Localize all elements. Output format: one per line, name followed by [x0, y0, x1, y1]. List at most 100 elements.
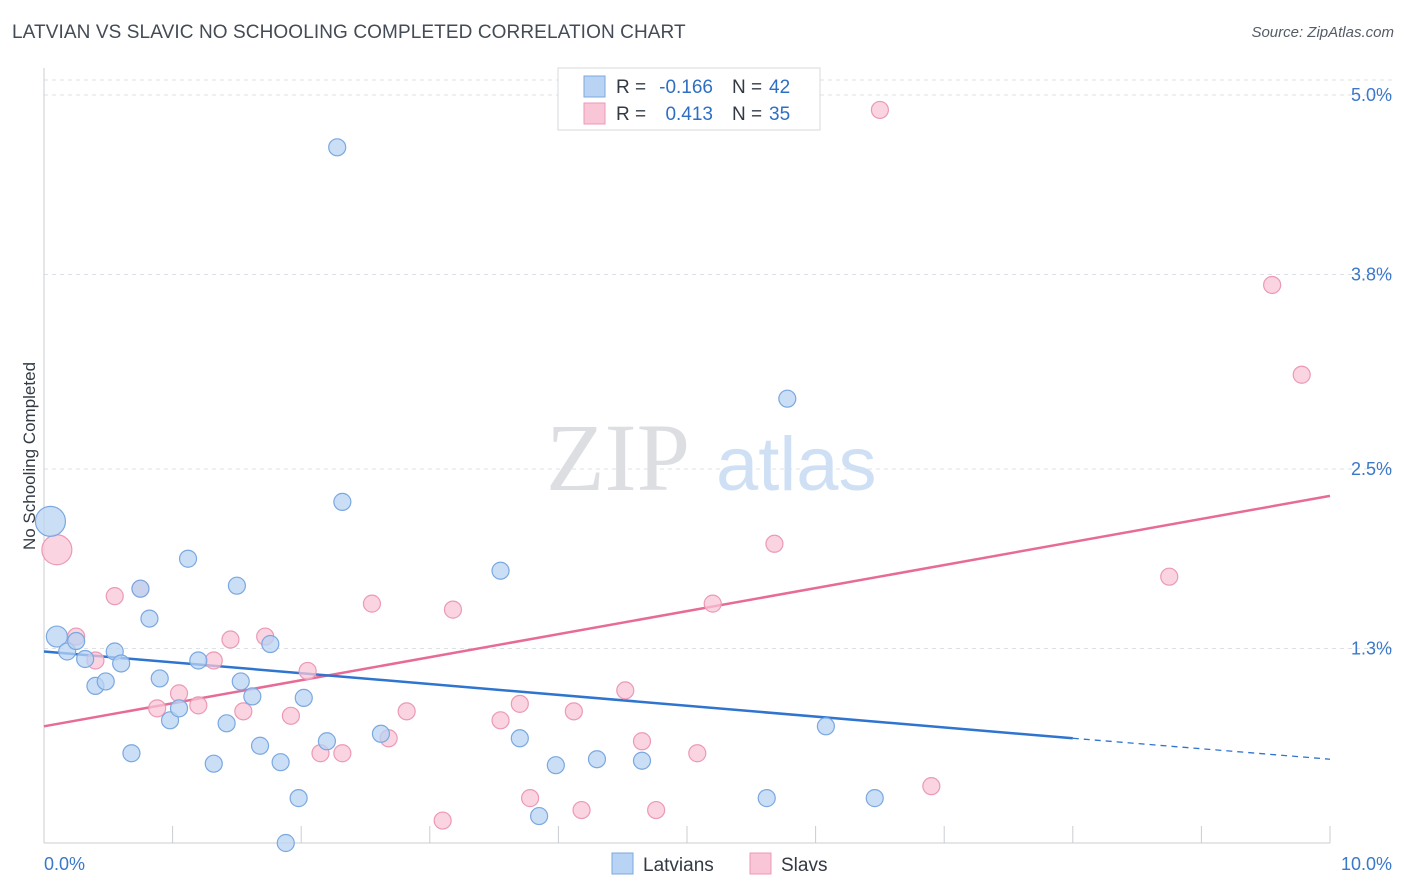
- point-slavs: [148, 699, 167, 718]
- bottom-legend-label-slavs: Slavs: [781, 855, 827, 876]
- legend-r-label: R =: [616, 104, 646, 125]
- point-slavs: [510, 694, 529, 713]
- legend-swatch-slavs: [583, 102, 606, 125]
- point-latvians: [757, 789, 776, 808]
- chart-title: LATVIAN VS SLAVIC NO SCHOOLING COMPLETED…: [12, 22, 686, 43]
- point-slavs: [189, 696, 208, 715]
- point-latvians: [371, 724, 391, 743]
- point-latvians: [333, 492, 352, 511]
- point-slavs: [204, 651, 223, 670]
- point-latvians: [227, 576, 246, 595]
- trend-line-slavs: [43, 494, 1331, 728]
- point-latvians: [250, 736, 270, 755]
- point-latvians: [816, 717, 835, 736]
- y-axis-title: No Schooling Completed: [20, 362, 39, 550]
- point-slavs: [647, 800, 666, 820]
- y-tick-label: 2.5%: [1351, 459, 1392, 479]
- point-latvians: [150, 669, 169, 688]
- point-latvians: [261, 634, 280, 654]
- point-latvians: [271, 753, 290, 772]
- point-slavs: [397, 702, 416, 721]
- point-slavs: [1292, 365, 1311, 384]
- point-slavs: [870, 100, 890, 120]
- point-slavs: [298, 661, 317, 681]
- source-label: Source: ZipAtlas.com: [1251, 24, 1394, 41]
- top-legend: R = -0.166 N = 42 R = 0.413 N = 35: [557, 67, 821, 131]
- trend-dashed-latvians: [1072, 737, 1331, 760]
- y-tick-label: 5.0%: [1351, 85, 1392, 105]
- watermark-zip: ZIP: [546, 404, 690, 511]
- point-latvians: [530, 806, 549, 826]
- y-tick-label: 3.8%: [1351, 264, 1392, 284]
- point-latvians: [778, 389, 797, 408]
- point-latvians: [510, 729, 529, 748]
- point-slavs: [1263, 275, 1282, 295]
- point-latvians: [231, 672, 250, 691]
- point-latvians: [632, 751, 652, 770]
- legend-swatch-latvians: [583, 75, 606, 98]
- point-latvians: [76, 649, 95, 669]
- bottom-legend: Latvians Slavs: [611, 852, 827, 876]
- point-slavs: [632, 732, 652, 751]
- point-latvians: [67, 631, 86, 651]
- point-slavs: [281, 706, 301, 725]
- point-slavs: [234, 702, 253, 721]
- point-latvians: [491, 561, 510, 580]
- y-tick-label: 1.3%: [1351, 639, 1392, 659]
- gridlines: [44, 79, 1392, 650]
- axes: [43, 68, 1331, 844]
- legend-r-value: 0.413: [665, 104, 713, 125]
- point-latvians: [243, 687, 262, 706]
- bottom-legend-swatch-slavs: [749, 852, 772, 875]
- point-slavs: [922, 777, 941, 796]
- point-slavs: [616, 681, 635, 700]
- point-latvians: [546, 756, 565, 775]
- legend-n-value: 42: [769, 77, 790, 98]
- legend-r-value: -0.166: [659, 77, 713, 98]
- point-slavs: [443, 600, 463, 619]
- point-latvians: [34, 505, 67, 537]
- bottom-legend-label-latvians: Latvians: [643, 855, 714, 876]
- legend-n-value: 35: [769, 104, 790, 125]
- point-slavs: [362, 594, 382, 613]
- point-slavs: [41, 534, 73, 566]
- x-tick-label-max: 10.0%: [1341, 854, 1392, 874]
- point-slavs: [688, 744, 707, 763]
- point-slavs: [1160, 567, 1179, 586]
- x-tick-label-min: 0.0%: [44, 854, 85, 874]
- point-latvians: [276, 833, 295, 853]
- point-latvians: [865, 789, 884, 808]
- point-slavs: [491, 711, 510, 730]
- point-latvians: [140, 609, 159, 628]
- point-slavs: [765, 534, 784, 553]
- point-slavs: [521, 789, 540, 808]
- point-slavs: [105, 587, 124, 606]
- point-latvians: [204, 754, 223, 773]
- point-latvians: [96, 672, 115, 691]
- y-tick-labels: 1.3% 2.5% 3.8% 5.0%: [1351, 85, 1392, 659]
- points-latvians: [34, 138, 884, 853]
- point-slavs: [433, 811, 452, 830]
- point-latvians: [217, 714, 236, 733]
- point-latvians: [587, 750, 607, 769]
- point-latvians: [317, 732, 337, 751]
- point-slavs: [564, 702, 583, 721]
- point-latvians: [131, 579, 150, 598]
- point-slavs: [572, 800, 591, 820]
- point-latvians: [169, 699, 189, 718]
- point-slavs: [703, 594, 722, 613]
- point-latvians: [112, 654, 131, 673]
- point-slavs: [221, 630, 240, 649]
- point-latvians: [189, 651, 208, 670]
- points-slavs: [41, 100, 1311, 830]
- point-latvians: [294, 688, 313, 707]
- point-latvians: [328, 138, 347, 157]
- point-latvians: [178, 549, 198, 568]
- bottom-legend-swatch-latvians: [611, 852, 634, 875]
- trend-solid-slavs: [43, 494, 1331, 728]
- point-latvians: [122, 744, 141, 763]
- point-latvians: [45, 625, 68, 648]
- watermark-atlas: atlas: [716, 422, 877, 507]
- legend-n-label: N =: [732, 77, 762, 98]
